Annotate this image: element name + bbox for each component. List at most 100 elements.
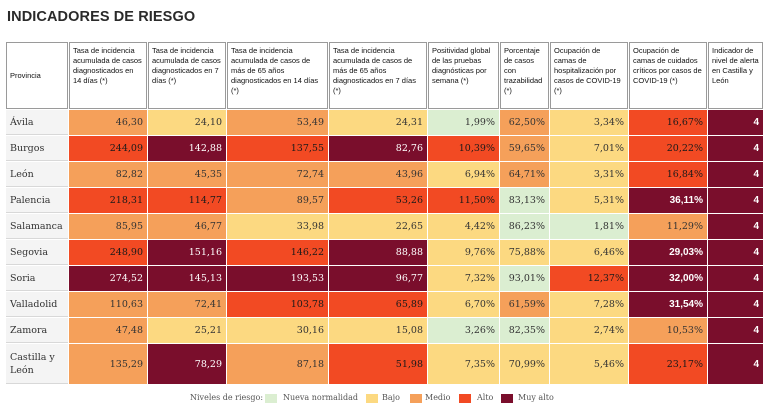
table-cell: 3,34% bbox=[550, 110, 628, 135]
table-cell: 11,29% bbox=[629, 214, 707, 239]
table-cell: 114,77 bbox=[148, 188, 226, 213]
table-cell: 10,53% bbox=[629, 318, 707, 343]
table-cell: 5,31% bbox=[550, 188, 628, 213]
table-cell: 103,78 bbox=[227, 292, 328, 317]
table-cell: 3,31% bbox=[550, 162, 628, 187]
table-cell: 87,18 bbox=[227, 344, 328, 384]
risk-indicators-table: Provincia Tasa de incidencia acumulada d… bbox=[6, 42, 763, 384]
table-cell: 82,76 bbox=[329, 136, 427, 161]
table-cell: 85,95 bbox=[69, 214, 147, 239]
table-cell: 83,13% bbox=[500, 188, 549, 213]
table-cell: 6,46% bbox=[550, 240, 628, 265]
table-cell: 65,89 bbox=[329, 292, 427, 317]
table-cell: 86,23% bbox=[500, 214, 549, 239]
table-cell: 23,17% bbox=[629, 344, 707, 384]
table-cell: 53,49 bbox=[227, 110, 328, 135]
table-cell: 32,00% bbox=[629, 266, 707, 291]
table-cell: 3,26% bbox=[428, 318, 499, 343]
province-name: Salamanca bbox=[6, 214, 68, 239]
province-name: Segovia bbox=[6, 240, 68, 265]
table-cell: 110,63 bbox=[69, 292, 147, 317]
header-incidencia-65-7d: Tasa de incidencia acumulada de casos de… bbox=[329, 42, 427, 109]
table-cell: 10,39% bbox=[428, 136, 499, 161]
table-cell: 142,88 bbox=[148, 136, 226, 161]
table-cell: 4 bbox=[708, 188, 763, 213]
table-cell: 4,42% bbox=[428, 214, 499, 239]
legend-label-muyalto: Muy alto bbox=[518, 393, 554, 402]
table-cell: 64,71% bbox=[500, 162, 549, 187]
legend-swatch-alto bbox=[459, 394, 471, 403]
table-cell: 137,55 bbox=[227, 136, 328, 161]
table-cell: 145,13 bbox=[148, 266, 226, 291]
legend-swatch-bajo bbox=[366, 394, 378, 403]
table-cell: 6,70% bbox=[428, 292, 499, 317]
province-name: Burgos bbox=[6, 136, 68, 161]
table-cell: 2,74% bbox=[550, 318, 628, 343]
province-name: Ávila bbox=[6, 110, 68, 135]
table-cell: 4 bbox=[708, 266, 763, 291]
legend-label-medio: Medio bbox=[425, 393, 451, 402]
table-cell: 88,88 bbox=[329, 240, 427, 265]
header-incidencia-14d: Tasa de incidencia acumulada de casos di… bbox=[69, 42, 147, 109]
table-cell: 82,35% bbox=[500, 318, 549, 343]
legend-title: Niveles de riesgo: bbox=[190, 393, 264, 402]
province-name: Soria bbox=[6, 266, 68, 291]
province-name: Castilla y León bbox=[6, 344, 68, 384]
table-cell: 75,88% bbox=[500, 240, 549, 265]
table-cell: 25,21 bbox=[148, 318, 226, 343]
header-incidencia-65-14d: Tasa de incidencia acumulada de casos de… bbox=[227, 42, 328, 109]
header-nivel-alerta: Indicador de nivel de alerta en Castilla… bbox=[708, 42, 763, 109]
header-ocupacion-uci: Ocupación de camas de cuidados críticos … bbox=[629, 42, 707, 109]
table-cell: 244,09 bbox=[69, 136, 147, 161]
table-cell: 59,65% bbox=[500, 136, 549, 161]
table-cell: 62,50% bbox=[500, 110, 549, 135]
table-cell: 4 bbox=[708, 292, 763, 317]
legend-label-alto: Alto bbox=[477, 393, 494, 402]
header-ocupacion-hospital: Ocupación de camas de hospitalización po… bbox=[550, 42, 628, 109]
table-cell: 1,81% bbox=[550, 214, 628, 239]
header-trazabilidad: Porcentaje de casos con trazabilidad (*) bbox=[500, 42, 549, 109]
table-cell: 70,99% bbox=[500, 344, 549, 384]
legend-swatch-medio bbox=[410, 394, 422, 403]
table-cell: 47,48 bbox=[69, 318, 147, 343]
table-cell: 5,46% bbox=[550, 344, 628, 384]
table-cell: 96,77 bbox=[329, 266, 427, 291]
table-cell: 7,35% bbox=[428, 344, 499, 384]
table-cell: 72,41 bbox=[148, 292, 226, 317]
table-cell: 15,08 bbox=[329, 318, 427, 343]
table-cell: 30,16 bbox=[227, 318, 328, 343]
header-incidencia-7d: Tasa de incidencia acumulada de casos di… bbox=[148, 42, 226, 109]
legend-swatch-nueva bbox=[265, 394, 277, 403]
table-cell: 16,67% bbox=[629, 110, 707, 135]
table-cell: 9,76% bbox=[428, 240, 499, 265]
header-positividad: Positividad global de las pruebas diagnó… bbox=[428, 42, 499, 109]
table-cell: 4 bbox=[708, 318, 763, 343]
table-cell: 1,99% bbox=[428, 110, 499, 135]
table-cell: 93,01% bbox=[500, 266, 549, 291]
page-title: INDICADORES DE RIESGO bbox=[7, 9, 196, 25]
table-cell: 36,11% bbox=[629, 188, 707, 213]
table-cell: 6,94% bbox=[428, 162, 499, 187]
table-cell: 43,96 bbox=[329, 162, 427, 187]
table-cell: 4 bbox=[708, 240, 763, 265]
table-cell: 82,82 bbox=[69, 162, 147, 187]
table-cell: 78,29 bbox=[148, 344, 226, 384]
table-cell: 4 bbox=[708, 344, 763, 384]
table-cell: 7,01% bbox=[550, 136, 628, 161]
table-cell: 7,32% bbox=[428, 266, 499, 291]
table-cell: 46,77 bbox=[148, 214, 226, 239]
table-cell: 89,57 bbox=[227, 188, 328, 213]
table-cell: 33,98 bbox=[227, 214, 328, 239]
table-cell: 29,03% bbox=[629, 240, 707, 265]
province-name: León bbox=[6, 162, 68, 187]
table-cell: 4 bbox=[708, 214, 763, 239]
province-name: Zamora bbox=[6, 318, 68, 343]
table-cell: 12,37% bbox=[550, 266, 628, 291]
province-name: Valladolid bbox=[6, 292, 68, 317]
header-provincia: Provincia bbox=[6, 42, 68, 109]
legend-label-bajo: Bajo bbox=[382, 393, 400, 402]
table-cell: 24,31 bbox=[329, 110, 427, 135]
table-cell: 274,52 bbox=[69, 266, 147, 291]
table-cell: 4 bbox=[708, 136, 763, 161]
table-cell: 248,90 bbox=[69, 240, 147, 265]
